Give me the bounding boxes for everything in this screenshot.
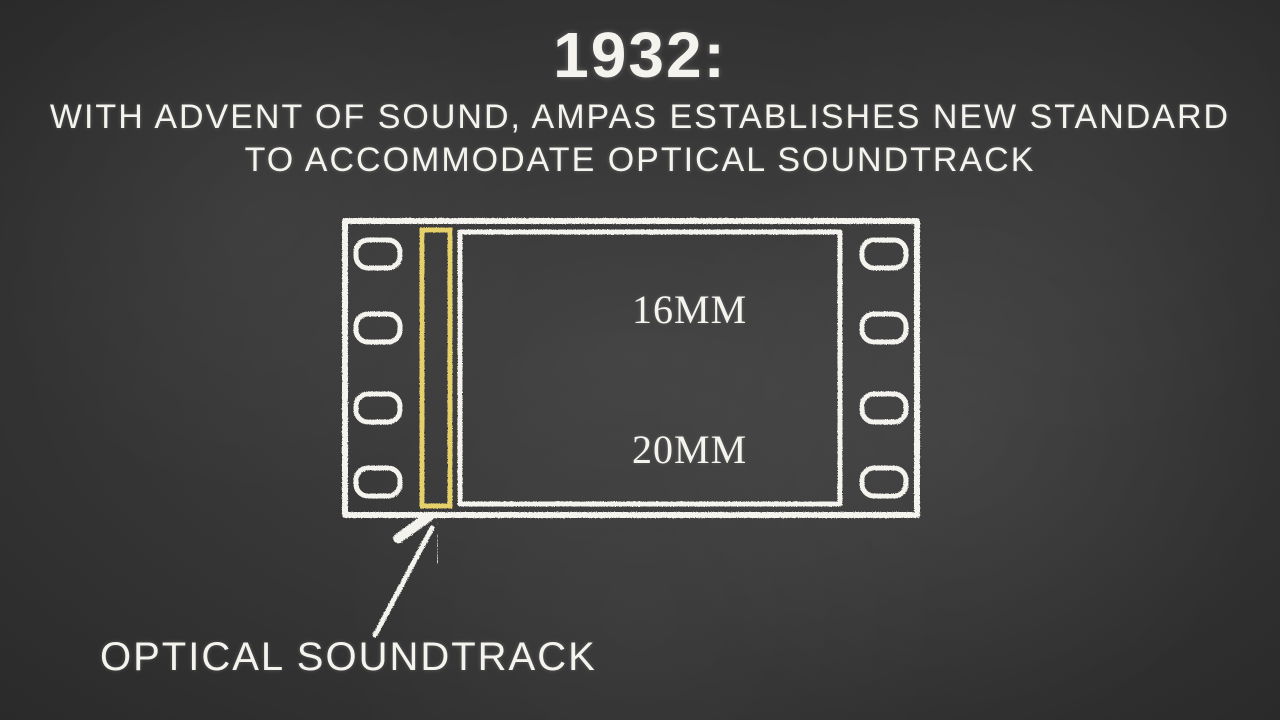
film-frame-diagram: 16MM 20MM xyxy=(342,218,920,518)
sprocket-hole xyxy=(862,394,906,422)
vertical-dimension-label: 16MM xyxy=(632,287,747,332)
sprocket-hole xyxy=(356,468,400,496)
horizontal-dimension-label: 20MM xyxy=(632,427,747,472)
sprocket-hole xyxy=(356,314,400,342)
sprocket-hole xyxy=(862,240,906,268)
sprocket-hole xyxy=(862,468,906,496)
sprocket-hole xyxy=(356,240,400,268)
optical-soundtrack-label: OPTICAL SOUNDTRACK xyxy=(100,635,597,680)
sprocket-hole xyxy=(356,394,400,422)
title-year: 1932: xyxy=(0,18,1280,92)
film-outer-frame xyxy=(345,221,917,515)
sprocket-hole xyxy=(862,314,906,342)
optical-soundtrack-strip xyxy=(422,230,450,506)
subtitle-text: WITH ADVENT OF SOUND, AMPAS ESTABLISHES … xyxy=(0,96,1280,181)
